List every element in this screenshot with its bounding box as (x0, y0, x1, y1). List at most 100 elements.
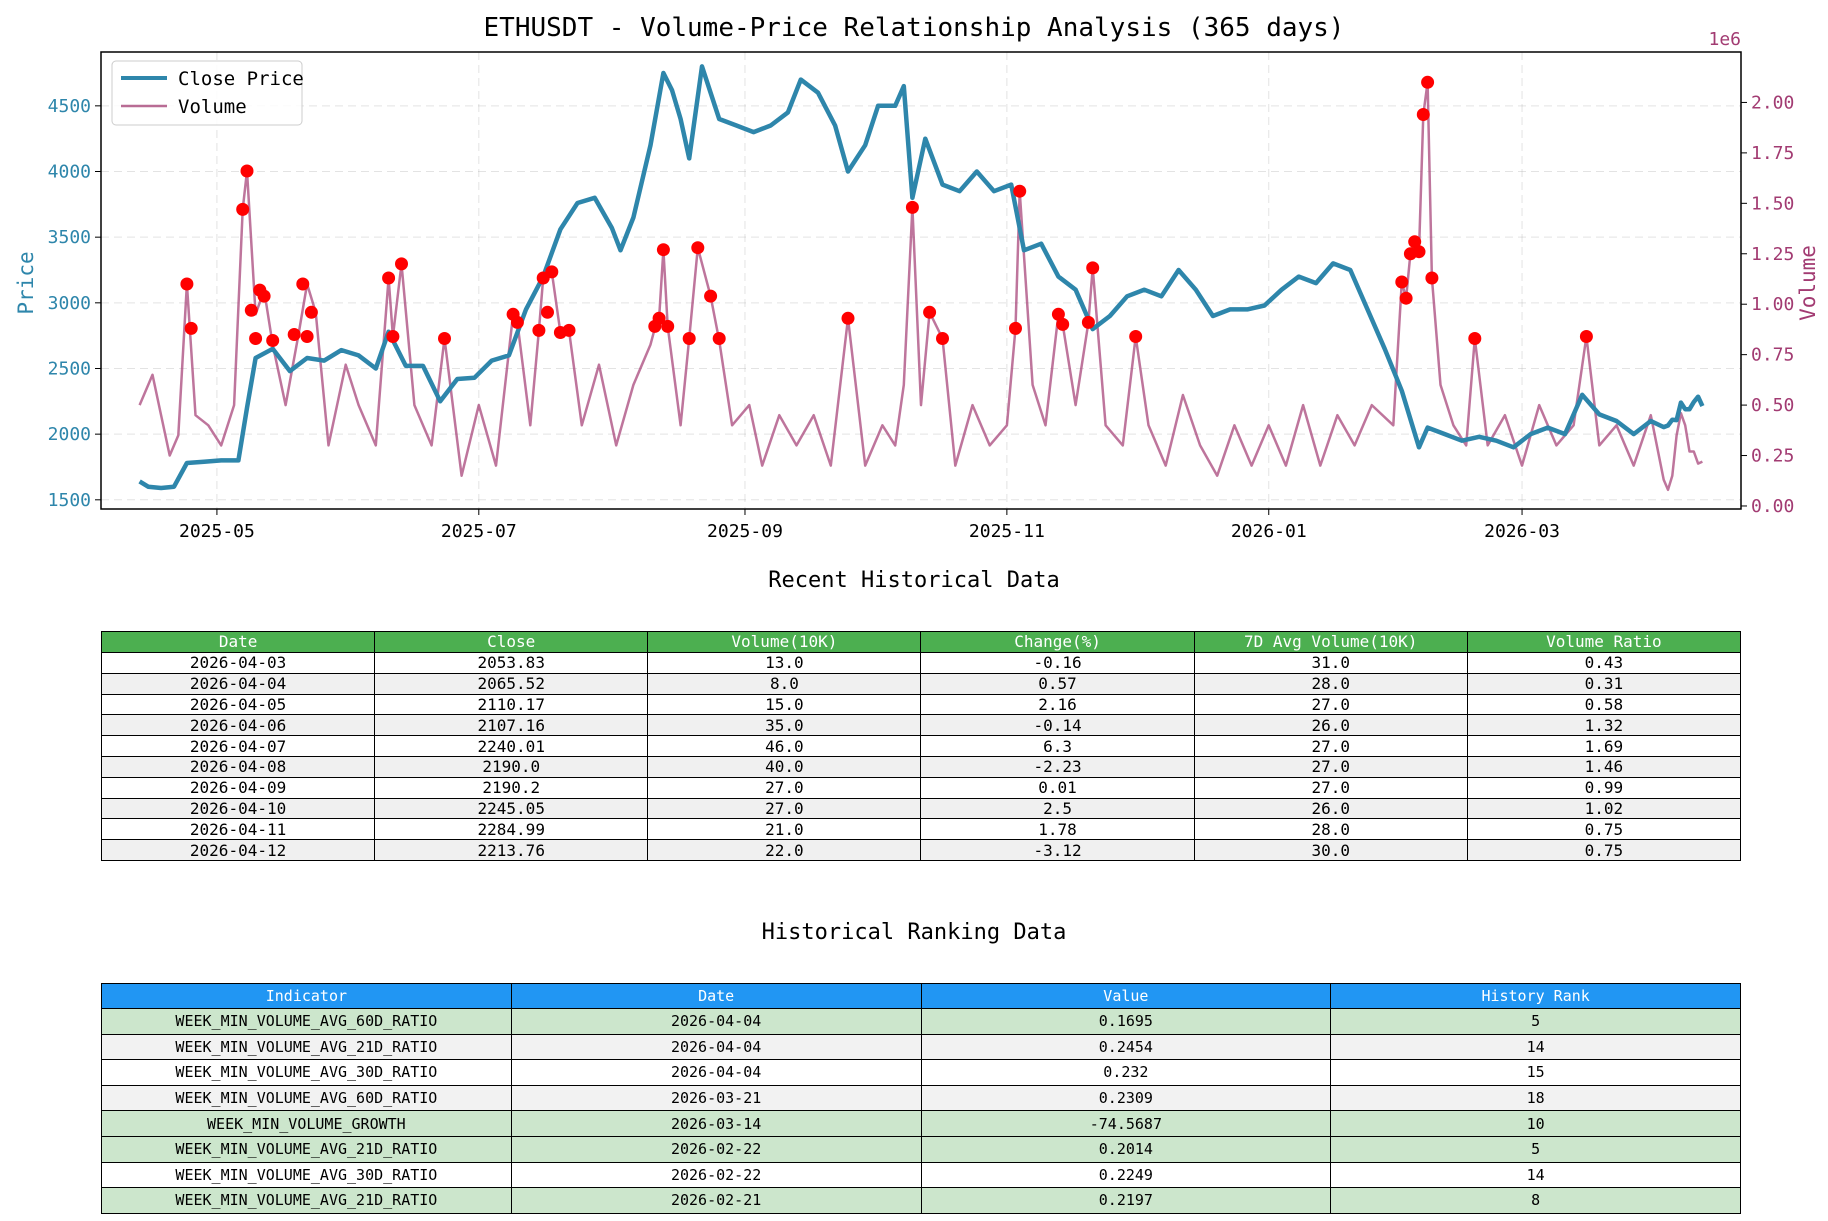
rank-table-title: Historical Ranking Data (761, 920, 1067, 945)
volume-spike-point (545, 265, 559, 279)
volume-spike-point (1013, 184, 1027, 198)
volume-spike-point (1081, 315, 1095, 329)
table-cell: 0.99 (1466, 776, 1742, 799)
volume-spike-point (1468, 332, 1482, 345)
table-cell: WEEK_MIN_VOLUME_GROWTH (101, 1110, 512, 1137)
table-cell: 2053.83 (374, 652, 649, 674)
table-row: WEEK_MIN_VOLUME_AVG_60D_RATIO 2026-03-21 0… (101, 1084, 1741, 1112)
y2-tick-label: 0.50 (1751, 395, 1794, 416)
column-header: Close (374, 631, 649, 653)
table-cell: 28.0 (1193, 818, 1468, 841)
table-row: 2026-04-12 2213.76 22.0 -3.12 30.0 0.75 (100, 839, 1742, 861)
table-cell: WEEK_MIN_VOLUME_AVG_30D_RATIO (101, 1161, 512, 1189)
table-cell: 18 (1330, 1084, 1741, 1112)
volume-spike-point (300, 330, 314, 343)
table-cell: 13.0 (647, 652, 922, 674)
volume-spike-point (936, 332, 949, 345)
table-cell: 27.0 (647, 776, 922, 799)
table-cell: 0.2454 (920, 1033, 1332, 1061)
volume-spike-point (438, 332, 451, 345)
y-tick-label: 1500 (48, 490, 91, 511)
volume-spike-point (510, 315, 524, 329)
table-cell: 40.0 (647, 755, 922, 778)
table-cell: 27.0 (1193, 735, 1468, 757)
table-cell: 6.3 (920, 735, 1195, 757)
y2-tick-label: 0.75 (1751, 345, 1794, 366)
column-header: Date (510, 983, 922, 1009)
table-cell: 0.01 (920, 776, 1195, 799)
table-cell: 2026-04-11 (100, 818, 376, 841)
x-tick-label: 2026-01 (1231, 521, 1307, 542)
table-cell: 30.0 (1193, 839, 1468, 861)
table-cell: 2026-04-06 (100, 714, 376, 737)
volume-spike-point (1399, 291, 1413, 305)
volume-spike-point (236, 202, 250, 216)
volume-spike-point (712, 332, 726, 345)
volume-spike-point (257, 289, 271, 303)
table-cell: -0.16 (920, 652, 1195, 674)
plot-frame (100, 51, 1742, 510)
volume-spike-point (296, 277, 310, 291)
x-tick-label: 2026-03 (1484, 521, 1560, 542)
column-header: Date (100, 631, 376, 653)
volume-series (138, 81, 1703, 492)
y-axis-volume: 0.00 0.25 0.50 0.75 1.00 1.25 1.50 1.75 2.00 (1741, 92, 1794, 517)
volume-spike-point (562, 323, 576, 337)
volume-spike-point (841, 311, 855, 325)
column-header: Value (920, 983, 1332, 1009)
table-cell: 0.1695 (920, 1008, 1332, 1035)
table-cell: 2026-04-04 (510, 1033, 922, 1061)
table-row: 2026-04-04 2065.52 8.0 0.57 28.0 0.31 (100, 672, 1742, 695)
volume-spike-point (1086, 261, 1100, 275)
table-cell: 31.0 (1193, 652, 1468, 674)
table-cell: 10 (1330, 1110, 1741, 1137)
x-tick-label: 2025-05 (179, 521, 255, 542)
ranking-data-table: Indicator Date Value History Rank WEEK_MIN_… (101, 983, 1741, 1214)
table-cell: 27.0 (1193, 755, 1468, 778)
recent-data-table: Date Close Volume(10K) Change(%) 7D Avg Volu… (100, 631, 1742, 861)
table-cell: -0.14 (920, 714, 1195, 737)
table-cell: 2.5 (920, 797, 1195, 820)
table-cell: 14 (1330, 1033, 1741, 1061)
volume-spike-point (1412, 245, 1426, 259)
volume-spike-point (691, 241, 705, 255)
volume-spike-markers (180, 75, 1593, 347)
table-cell: WEEK_MIN_VOLUME_AVG_21D_RATIO (101, 1135, 512, 1163)
table-row: 2026-04-05 2110.17 15.0 2.16 27.0 0.58 (100, 693, 1742, 716)
table-cell: 21.0 (647, 818, 922, 841)
table-row: WEEK_MIN_VOLUME_AVG_21D_RATIO 2026-02-22 0… (101, 1135, 1741, 1163)
volume-spike-point (184, 321, 198, 335)
legend: Close Price Volume (111, 60, 304, 126)
table-cell: 2240.01 (374, 735, 649, 757)
table-row: 2026-04-09 2190.2 27.0 0.01 27.0 0.99 (100, 776, 1742, 799)
volume-spike-point (923, 305, 937, 319)
volume-spike-point (304, 305, 318, 319)
volume-spike-point (1408, 235, 1422, 249)
table-cell: 2026-03-21 (510, 1084, 922, 1112)
volume-spike-point (180, 277, 194, 291)
y-axis-label-volume: Volume (1796, 245, 1820, 321)
price-line (138, 64, 1705, 491)
table-row: WEEK_MIN_VOLUME_AVG_21D_RATIO 2026-04-04 0… (101, 1033, 1741, 1061)
volume-spike-point (1421, 75, 1435, 89)
table-cell: 5 (1330, 1008, 1741, 1035)
y2-tick-label: 2.00 (1751, 92, 1794, 113)
table-cell: -3.12 (920, 839, 1195, 861)
table-cell: 2026-02-21 (510, 1187, 922, 1214)
table-cell: 35.0 (647, 714, 922, 737)
x-tick-label: 2025-09 (707, 521, 783, 542)
x-axis: 2025-05 2025-07 2025-09 2025-11 2026-01 2026-… (179, 509, 1560, 542)
table-cell: 2284.99 (374, 818, 649, 841)
x-tick-label: 2025-11 (969, 521, 1045, 542)
y-tick-label: 3000 (48, 293, 91, 314)
table-cell: 2065.52 (374, 672, 649, 695)
volume-spike-point (1425, 271, 1439, 285)
volume-spike-point (1579, 330, 1593, 343)
table-cell: 2026-04-08 (100, 755, 376, 778)
table-cell: 2213.76 (374, 839, 649, 861)
volume-spike-point (652, 311, 666, 325)
price-series (138, 64, 1705, 491)
table-cell: 0.58 (1466, 693, 1742, 716)
table-cell: WEEK_MIN_VOLUME_AVG_60D_RATIO (101, 1084, 512, 1112)
table-cell: 0.31 (1466, 672, 1742, 695)
